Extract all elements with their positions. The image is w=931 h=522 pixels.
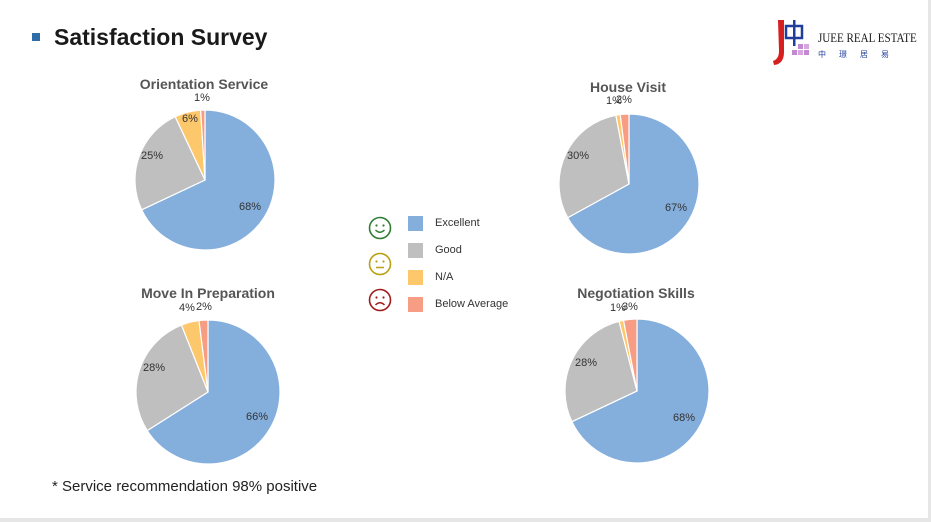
pie-chart-house-visit: House Visit 67% 30% 1%2% (558, 79, 700, 255)
pie-slice-good (135, 324, 209, 432)
pie-slice-excellent (571, 318, 710, 464)
data-label-good: 30% (567, 150, 589, 162)
pie-slice-excellent (146, 319, 281, 465)
data-label-below-average: 2% (196, 301, 212, 313)
data-label-n-a: 6% (182, 113, 198, 125)
legend-swatch (408, 296, 423, 312)
title-row: Satisfaction Survey (32, 22, 267, 52)
company-logo: JUEE REAL ESTATE 中璟居易 (770, 18, 917, 70)
legend-label: Excellent (435, 217, 480, 229)
smile-icon (368, 216, 392, 240)
pie-slice-below-average (198, 319, 209, 393)
chart-title: Move In Preparation (141, 285, 275, 301)
legend-label: Good (435, 244, 462, 256)
slide-edge-right (928, 0, 931, 522)
legend-swatch (408, 269, 423, 285)
data-label-excellent: 66% (246, 411, 268, 423)
data-label-excellent: 68% (239, 201, 261, 213)
logo-chinese-text: 中璟居易 (818, 50, 902, 59)
legend-item-good: Good (408, 242, 462, 258)
chart-title: Orientation Service (140, 76, 269, 92)
pie-slice-below-average (199, 109, 206, 181)
logo-brand-text: JUEE REAL ESTATE (818, 30, 917, 45)
pie-slice-good (558, 114, 630, 219)
data-label-good: 28% (143, 362, 165, 374)
legend-label: N/A (435, 271, 454, 283)
legend-item-below-average: Below Average (408, 296, 508, 312)
data-label-good: 25% (141, 150, 163, 162)
chart-title: Negotiation Skills (577, 285, 695, 301)
pie-slice-excellent (140, 109, 276, 251)
chart-title: House Visit (590, 79, 666, 95)
data-label-n-a: 4% (179, 302, 195, 314)
frown-icon (368, 288, 392, 312)
title-bullet (32, 33, 40, 41)
data-label-good: 28% (575, 357, 597, 369)
data-label-n-a: 1% (606, 95, 622, 107)
legend-item-excellent: Excellent (408, 215, 480, 231)
pie-slice-excellent (566, 113, 700, 255)
data-label-below-average: 1% (194, 92, 210, 104)
pie-slice-good (564, 320, 638, 423)
footnote: * Service recommendation 98% positive (52, 478, 318, 495)
pie-slice-good (134, 115, 206, 211)
legend-swatch (408, 242, 423, 258)
data-label-n-a: 1% (610, 302, 626, 314)
data-label-excellent: 67% (665, 202, 687, 214)
legend-item-na: N/A (408, 269, 453, 285)
legend: Excellent Good N/A Below Average (360, 210, 540, 320)
pie-slice-below-average (619, 113, 630, 185)
logo-mark-icon (773, 20, 809, 65)
slide-edge-bottom (0, 518, 931, 522)
data-label-excellent: 68% (673, 412, 695, 424)
pie-chart-orientation-service: Orientation Service 68% 25% 6% 1% (134, 76, 276, 251)
pie-chart-negotiation-skills: Negotiation Skills 68% 28% 1%3% (564, 285, 710, 464)
legend-label: Below Average (435, 298, 509, 310)
pie-slice-below-average (622, 318, 638, 392)
data-label-below-average: 2% (616, 94, 632, 106)
legend-swatch (408, 215, 423, 231)
page-title: Satisfaction Survey (54, 23, 268, 50)
data-label-below-average: 3% (622, 301, 638, 313)
pie-chart-move-in-preparation: Move In Preparation 66% 28% 4% 2% (135, 285, 281, 465)
neutral-face-icon (368, 252, 392, 276)
